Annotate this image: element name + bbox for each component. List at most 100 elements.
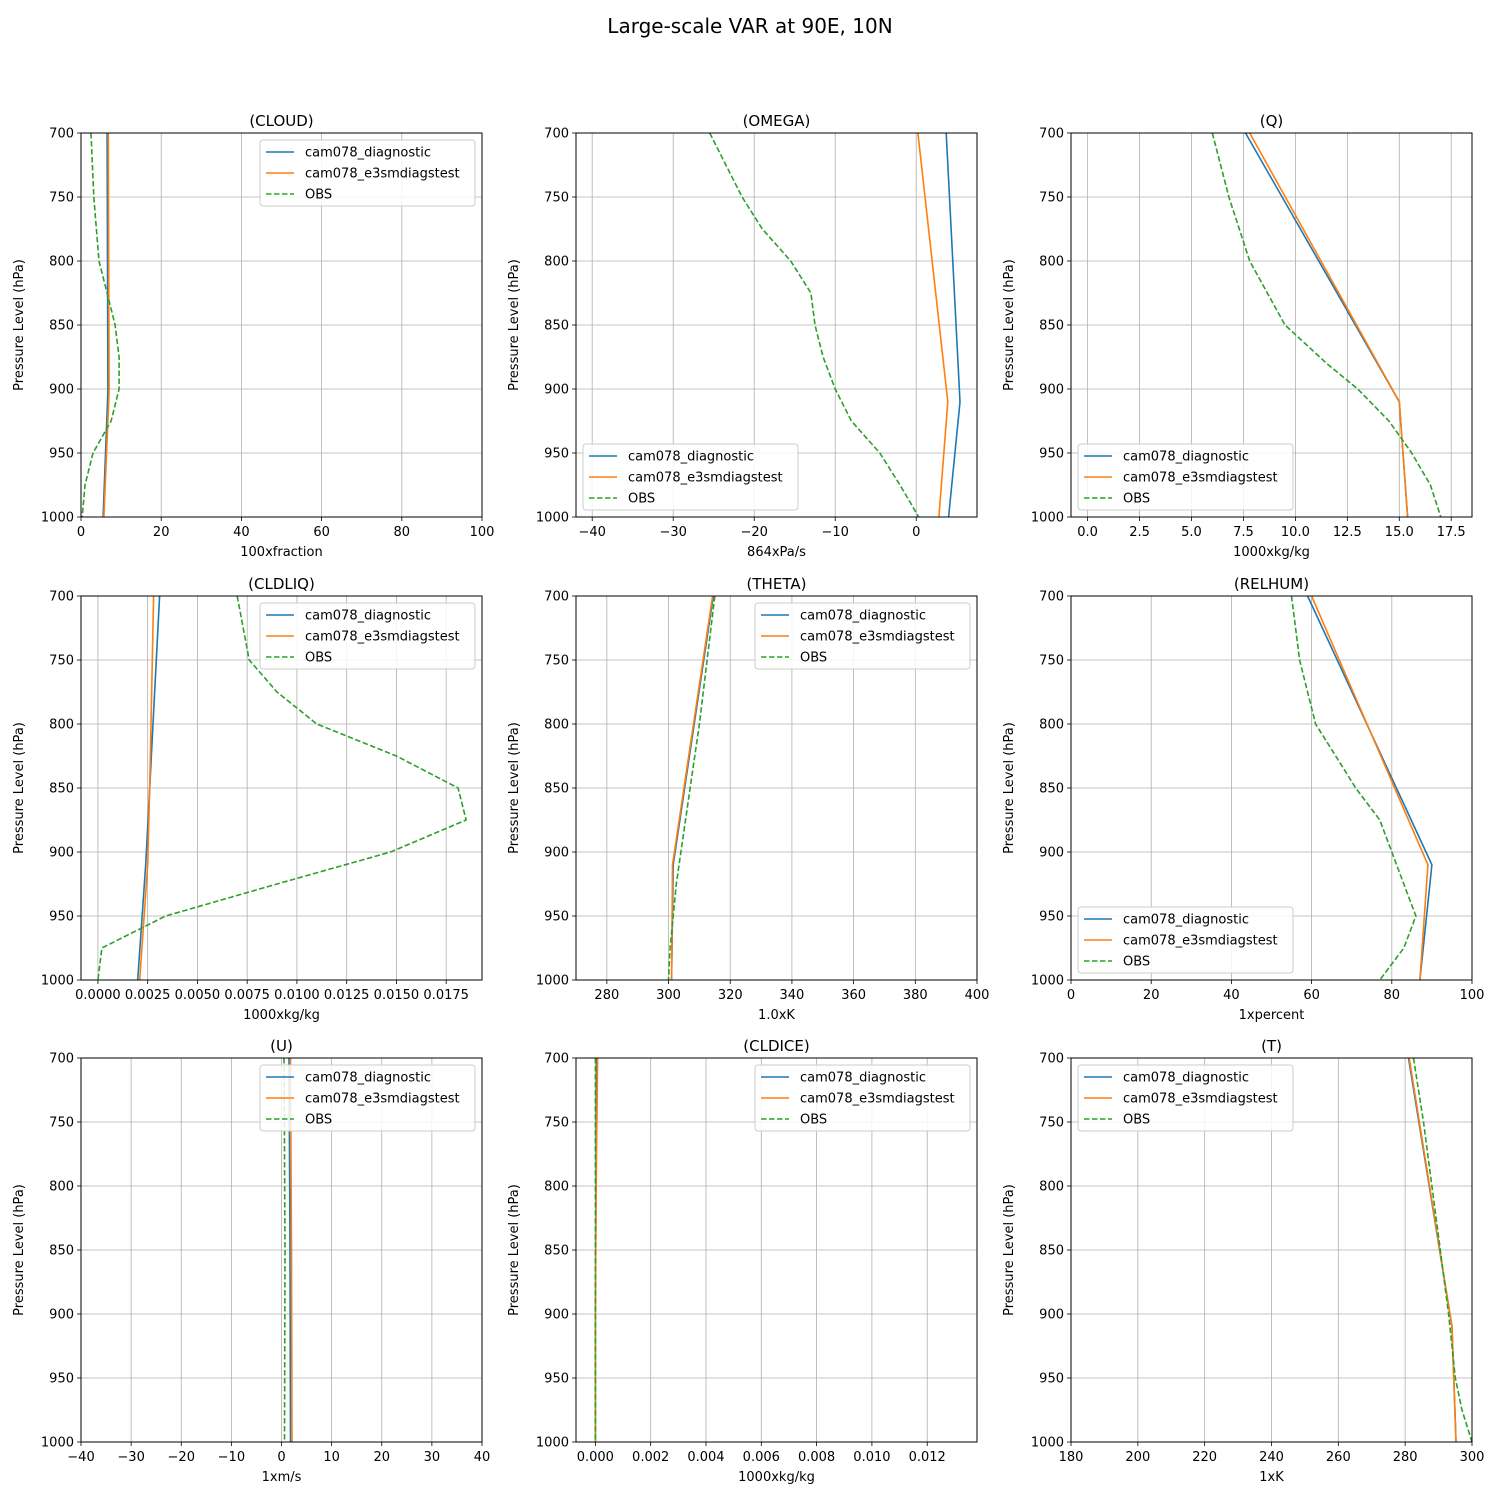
x-tick-label: 100 [1460,988,1485,1003]
x-tick-label: 0 [77,525,85,540]
y-axis-label: Pressure Level (hPa) [1002,1184,1017,1316]
y-tick-label: 850 [49,1244,74,1259]
x-tick-label: 0.002 [632,1450,669,1465]
legend-label: OBS [628,492,655,507]
y-tick-label: 900 [1039,383,1064,398]
y-tick-label: 950 [1039,447,1064,462]
series-line-cam078_e3smdiagstest [1310,595,1429,981]
x-tick-label: 0.008 [798,1450,835,1465]
subplot-title: (Q) [1260,112,1284,130]
x-tick-label: −20 [741,525,768,540]
y-tick-label: 1000 [536,974,569,989]
y-tick-label: 850 [544,1244,569,1259]
subplot: 0.0000 0.0025 0.0050 0.0075 0.0100 0.0125 0.01… [12,575,483,1023]
y-tick-label: 750 [49,1116,74,1131]
y-tick-label: 950 [49,910,74,925]
x-tick-label: 0.010 [853,1450,890,1465]
series-line-OBS [1211,132,1442,518]
x-tick-label: 0.0000 [75,988,121,1003]
y-axis-label: Pressure Level (hPa) [507,1184,522,1316]
x-tick-label: 7.5 [1233,525,1254,540]
y-tick-label: 750 [1039,1116,1064,1131]
subplot: −40 −30 −20 −10 0 700 750 800 850 900 950 1000 (OMEG… [507,112,978,560]
legend-label: OBS [800,651,827,666]
y-tick-label: 900 [49,846,74,861]
legend-label: cam078_diagnostic [1123,1071,1249,1086]
x-tick-label: 30 [424,1450,441,1465]
legend-box [259,1064,476,1132]
y-tick-label: 700 [1039,590,1064,605]
x-tick-label: 280 [594,988,619,1003]
x-tick-label: 280 [1393,1450,1418,1465]
series-line-cam078_diagnostic [945,132,961,518]
legend: cam078_diagnostic cam078_e3smdiagstest OBS [754,602,971,670]
figure-title: Large-scale VAR at 90E, 10N [607,14,893,38]
y-tick-label: 800 [544,1180,569,1195]
y-tick-label: 950 [49,447,74,462]
y-tick-label: 1000 [41,1436,74,1451]
x-tick-label: 12.5 [1333,525,1362,540]
y-tick-label: 1000 [1031,511,1064,526]
y-tick-label: 1000 [1031,974,1064,989]
legend-box [1077,906,1294,974]
x-tick-label: 80 [1384,988,1401,1003]
legend-box [259,602,476,670]
x-tick-label: 0 [1067,988,1075,1003]
legend-label: cam078_e3smdiagstest [305,167,460,182]
legend-box [259,139,476,207]
x-tick-label: 0.0075 [224,988,270,1003]
legend-label: cam078_diagnostic [628,450,754,465]
series-line-OBS [1290,595,1417,981]
legend-label: cam078_e3smdiagstest [628,471,783,486]
x-axis-label: 1xm/s [262,1470,302,1485]
x-tick-label: 0.006 [743,1450,780,1465]
legend-label: cam078_diagnostic [305,1071,431,1086]
x-tick-label: 0.0025 [125,988,171,1003]
y-tick-label: 850 [49,782,74,797]
y-tick-label: 900 [544,383,569,398]
x-tick-label: 0.0 [1077,525,1098,540]
x-tick-label: 0.004 [687,1450,724,1465]
y-tick-label: 850 [1039,782,1064,797]
series-line-OBS [708,132,920,518]
y-tick-label: 800 [49,718,74,733]
legend-label: OBS [1123,492,1150,507]
y-tick-label: 850 [1039,1244,1064,1259]
x-axis-label: 864xPa/s [747,545,806,560]
y-tick-label: 750 [49,654,74,669]
x-axis-label: 1.0xK [758,1008,795,1023]
y-tick-label: 850 [544,782,569,797]
x-tick-label: 0 [277,1450,285,1465]
x-tick-label: 360 [841,988,866,1003]
y-tick-label: 800 [1039,255,1064,270]
x-tick-label: 60 [313,525,330,540]
subplot-title: (THETA) [747,575,807,593]
series-line-cam078_diagnostic [136,595,161,981]
legend: cam078_diagnostic cam078_e3smdiagstest OBS [259,139,476,207]
legend-label: OBS [305,651,332,666]
legend-label: cam078_e3smdiagstest [1123,934,1278,949]
x-tick-label: 5.0 [1181,525,1202,540]
x-tick-label: 380 [903,988,928,1003]
y-tick-label: 1000 [1031,1436,1064,1451]
series-line-cam078_e3smdiagstest [103,132,110,518]
x-tick-label: −10 [218,1450,245,1465]
y-tick-label: 1000 [536,1436,569,1451]
x-tick-label: 15.0 [1385,525,1414,540]
x-tick-label: 80 [394,525,411,540]
y-axis-label: Pressure Level (hPa) [12,722,27,854]
x-tick-label: 0.0050 [175,988,221,1003]
legend-label: OBS [305,1113,332,1128]
subplot: 180 200 220 240 260 280 300 700 750 800 850 900 950 1… [1002,1037,1484,1485]
x-tick-label: −30 [117,1450,144,1465]
series-line-cam078_diagnostic [1306,595,1433,981]
y-tick-label: 950 [544,910,569,925]
x-tick-label: 0.000 [577,1450,614,1465]
y-tick-label: 1000 [536,511,569,526]
y-tick-label: 850 [544,319,569,334]
subplot: 0 20 40 60 80 100 700 750 800 850 900 950 1000 (RELHU… [1002,575,1484,1023]
series-line-cam078_e3smdiagstest [1249,132,1409,518]
series-line-OBS [1412,1057,1473,1443]
series-line-cam078_e3smdiagstest [138,595,155,981]
legend-label: OBS [800,1113,827,1128]
